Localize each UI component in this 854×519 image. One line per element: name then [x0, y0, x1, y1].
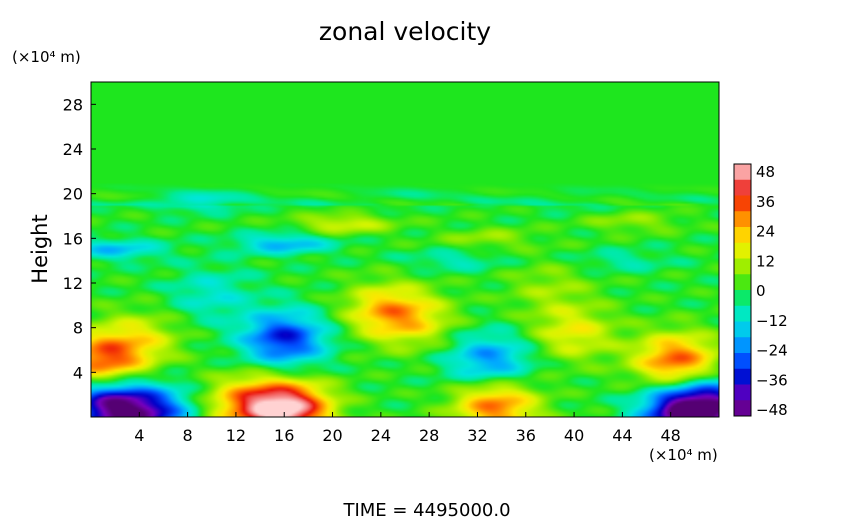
colorbar-tick-label: 0 — [756, 282, 766, 300]
colorbar-band — [734, 384, 751, 401]
x-tick-label: 24 — [371, 426, 391, 445]
x-unit-label: (×10⁴ m) — [649, 446, 718, 464]
colorbar-band — [734, 274, 751, 291]
colorbar-tick-label: −36 — [756, 371, 788, 389]
x-tick-label: 28 — [419, 426, 439, 445]
y-tick-label: 16 — [63, 229, 83, 248]
x-tick-label: 16 — [274, 426, 294, 445]
colorbar: 48 36 24 12 0 −12 −24 −36 −48 — [733, 163, 788, 419]
colorbar-band — [734, 242, 751, 259]
colorbar-band — [734, 400, 751, 417]
colorbar-band — [734, 305, 751, 322]
colorbar-frame — [733, 163, 752, 417]
colorbar-band — [734, 211, 751, 228]
colorbar-band — [734, 368, 751, 385]
plot-frame — [90, 81, 720, 418]
colorbar-band — [734, 337, 751, 354]
y-axis-title: Height — [28, 214, 52, 283]
colorbar-tick-label: 36 — [756, 193, 775, 211]
x-tick-label: 48 — [661, 426, 681, 445]
colorbar-band — [734, 227, 751, 244]
x-tick-label: 4 — [134, 426, 144, 445]
x-tick-label: 32 — [467, 426, 487, 445]
y-unit-label: (×10⁴ m) — [12, 48, 81, 66]
colorbar-band — [734, 164, 751, 181]
colorbar-band — [734, 179, 751, 196]
colorbar-tick-label: −12 — [756, 312, 788, 330]
colorbar-band — [734, 321, 751, 338]
y-tick-label: 24 — [63, 140, 83, 159]
y-axis: 4 8 12 16 20 24 28 — [63, 95, 96, 382]
colorbar-tick-label: 12 — [756, 252, 775, 270]
colorbar-band — [734, 195, 751, 212]
heatmap-image — [91, 82, 719, 417]
y-tick-label: 20 — [63, 185, 83, 204]
colorbar-band — [734, 258, 751, 275]
x-tick-label: 36 — [516, 426, 536, 445]
heatmap-field — [91, 82, 719, 417]
y-tick-label: 4 — [73, 363, 83, 382]
x-axis: 4 8 12 16 20 24 28 32 36 40 44 48 — [134, 412, 681, 445]
colorbar-tick-label: 48 — [756, 163, 775, 181]
x-tick-label: 8 — [183, 426, 193, 445]
colorbar-tick-label: 24 — [756, 223, 775, 241]
colorbar-tick-label: −48 — [756, 401, 788, 419]
y-tick-label: 12 — [63, 274, 83, 293]
colorbar-band — [734, 353, 751, 370]
chart-title: zonal velocity — [319, 17, 491, 46]
colorbar-tick-label: −24 — [756, 342, 788, 360]
x-tick-label: 12 — [226, 426, 246, 445]
colorbar-band — [734, 290, 751, 307]
time-footer: TIME = 4495000.0 — [342, 500, 510, 519]
x-tick-label: 20 — [322, 426, 342, 445]
y-tick-label: 28 — [63, 95, 83, 114]
x-tick-label: 40 — [564, 426, 584, 445]
y-tick-label: 8 — [73, 319, 83, 338]
x-tick-label: 44 — [612, 426, 632, 445]
